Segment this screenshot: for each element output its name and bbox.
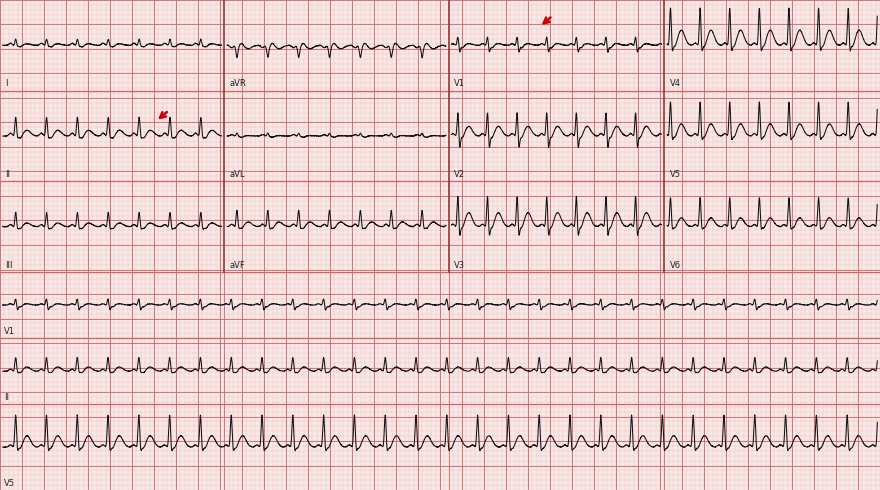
Text: II: II xyxy=(4,393,10,402)
Text: aVR: aVR xyxy=(230,79,246,88)
Text: V6: V6 xyxy=(670,261,681,270)
Text: V1: V1 xyxy=(454,79,466,88)
Text: V5: V5 xyxy=(670,170,681,179)
Text: III: III xyxy=(5,261,13,270)
Text: V1: V1 xyxy=(4,327,15,336)
Text: V3: V3 xyxy=(454,261,466,270)
Text: aVL: aVL xyxy=(230,170,246,179)
Text: I: I xyxy=(5,79,8,88)
Text: II: II xyxy=(5,170,11,179)
Text: V5: V5 xyxy=(4,479,15,488)
Text: V2: V2 xyxy=(454,170,466,179)
Text: aVF: aVF xyxy=(230,261,246,270)
Text: V4: V4 xyxy=(670,79,681,88)
